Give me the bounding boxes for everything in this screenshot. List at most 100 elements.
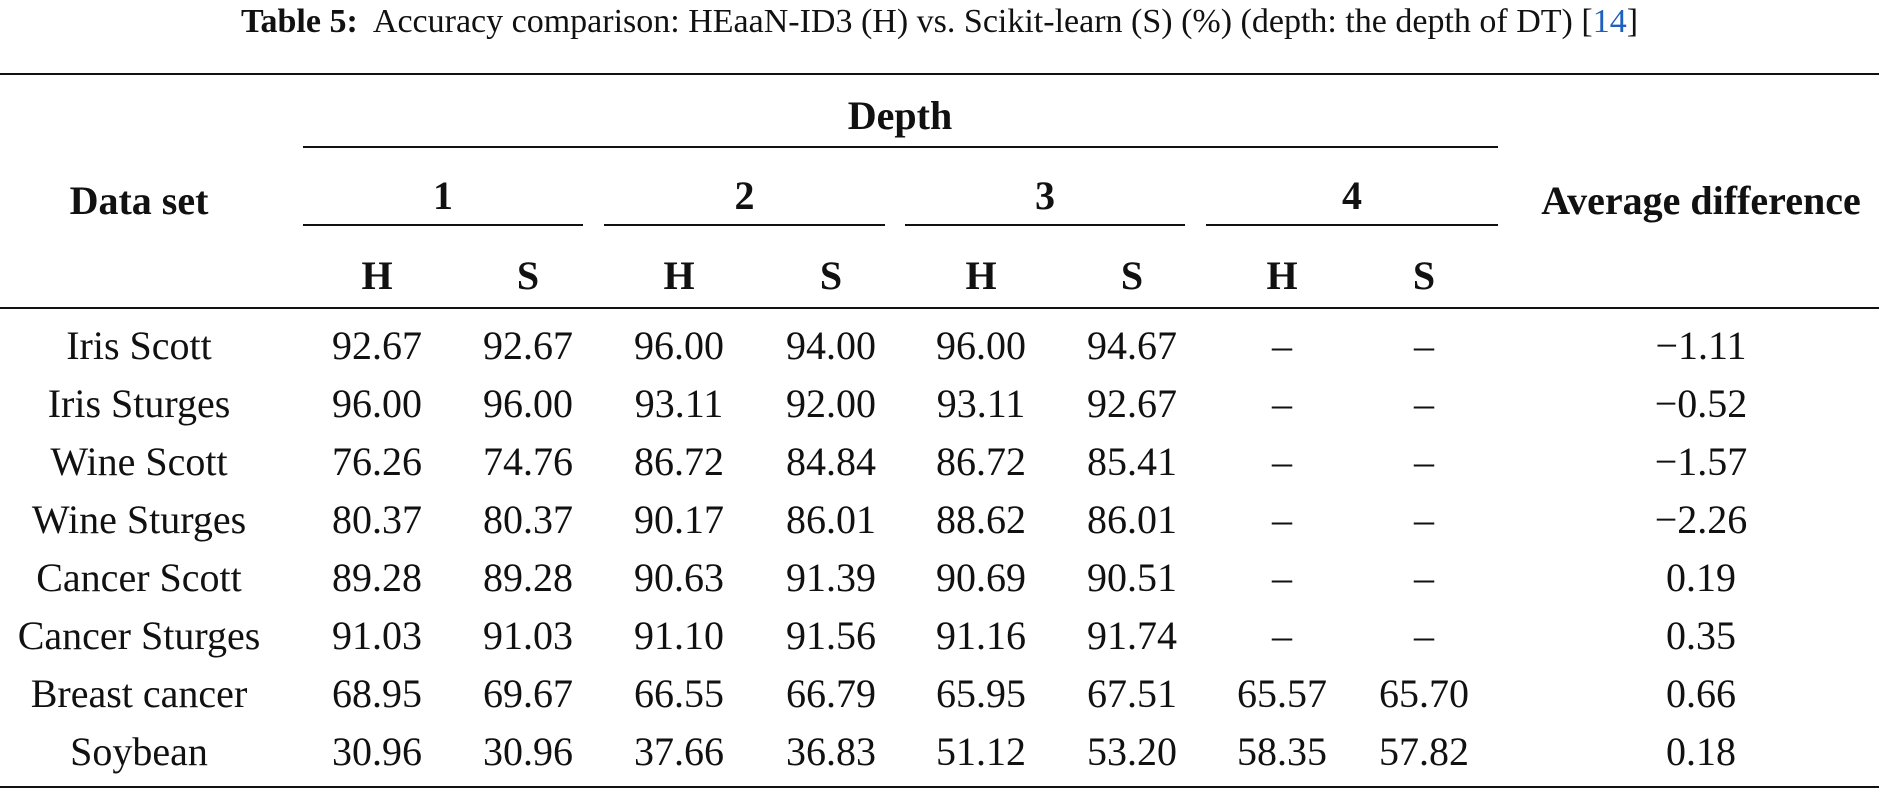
subheader-h: H — [361, 253, 393, 298]
depth-group-header: 1 — [433, 173, 453, 218]
table-cell: 66.79 — [786, 671, 876, 716]
table-cell: 65.70 — [1379, 671, 1469, 716]
depth-group-header: 2 — [734, 173, 755, 218]
average-difference-cell: 0.66 — [1666, 671, 1736, 716]
dataset-name: Breast cancer — [30, 671, 248, 716]
table-cell: – — [1414, 497, 1434, 542]
subheader-h: H — [663, 253, 695, 298]
table-cell: 58.35 — [1237, 729, 1327, 774]
table-cell: 92.67 — [483, 323, 573, 368]
subheader-s: S — [516, 253, 540, 298]
caption-text: Accuracy comparison: HEaaN-ID3 (H) vs. S… — [372, 3, 1593, 40]
table-cell: 92.67 — [332, 323, 422, 368]
table-cell: 91.03 — [332, 613, 422, 658]
subheader-h: H — [965, 253, 997, 298]
column-header-dataset: Data set — [69, 178, 209, 223]
table-cell: 80.37 — [483, 497, 573, 542]
table-cell: 76.26 — [332, 439, 422, 484]
table-cell: 65.95 — [936, 671, 1026, 716]
table-cell: 86.72 — [936, 439, 1026, 484]
table-cell: 90.17 — [634, 497, 724, 542]
table-cell: 53.20 — [1087, 729, 1177, 774]
top-rule — [0, 73, 1879, 75]
average-difference-cell: −0.52 — [1654, 381, 1748, 426]
table-cell: 30.96 — [332, 729, 422, 774]
table-cell: 86.01 — [786, 497, 876, 542]
table-cell: 67.51 — [1087, 671, 1177, 716]
table-cell: – — [1272, 439, 1292, 484]
table-cell: 91.03 — [483, 613, 573, 658]
table-cell: 51.12 — [936, 729, 1026, 774]
dataset-name: Soybean — [70, 729, 208, 774]
table-cell: – — [1272, 323, 1292, 368]
column-header-average-difference: Average difference — [1541, 178, 1861, 223]
caption-close: ] — [1626, 3, 1639, 40]
table-cell: 94.00 — [786, 323, 876, 368]
table-cell: 96.00 — [634, 323, 724, 368]
table-cell: 91.74 — [1087, 613, 1177, 658]
table-cell: 93.11 — [634, 381, 724, 426]
table-cell: 84.84 — [786, 439, 876, 484]
caption-label: Table 5: — [240, 3, 358, 40]
table-cell: – — [1272, 555, 1292, 600]
dataset-name: Wine Sturges — [31, 497, 247, 542]
depth-group-2-rule — [604, 224, 885, 226]
subheader-s: S — [1412, 253, 1436, 298]
table-cell: 96.00 — [936, 323, 1026, 368]
table-cell: 91.10 — [634, 613, 724, 658]
subheader-h: H — [1266, 253, 1298, 298]
table-cell: 69.67 — [483, 671, 573, 716]
table-cell: 30.96 — [483, 729, 573, 774]
table-cell: 36.83 — [786, 729, 876, 774]
average-difference-cell: 0.19 — [1666, 555, 1736, 600]
table-cell: 91.39 — [786, 555, 876, 600]
table-cell: 80.37 — [332, 497, 422, 542]
table-cell: 66.55 — [634, 671, 724, 716]
average-difference-cell: −1.57 — [1654, 439, 1748, 484]
table-cell: 89.28 — [332, 555, 422, 600]
table-cell: – — [1414, 323, 1434, 368]
depth-rule — [303, 146, 1498, 148]
dataset-name: Cancer Scott — [36, 555, 242, 600]
table-cell: – — [1414, 439, 1434, 484]
average-difference-cell: 0.35 — [1666, 613, 1736, 658]
table-cell: 86.72 — [634, 439, 724, 484]
subheader-s: S — [1120, 253, 1144, 298]
average-difference-cell: −2.26 — [1654, 497, 1748, 542]
depth-group-header: 3 — [1035, 173, 1055, 218]
dataset-name: Cancer Sturges — [17, 613, 261, 658]
bottom-rule — [0, 786, 1879, 788]
table-cell: 74.76 — [483, 439, 573, 484]
table-cell: 88.62 — [936, 497, 1026, 542]
table-cell: 90.69 — [936, 555, 1026, 600]
average-difference-cell: 0.18 — [1666, 729, 1736, 774]
table-cell: 90.51 — [1087, 555, 1177, 600]
dataset-name: Wine Scott — [50, 439, 228, 484]
table-cell: – — [1272, 613, 1292, 658]
caption-reference-link[interactable]: 14 — [1592, 3, 1627, 40]
table-cell: 93.11 — [936, 381, 1026, 426]
table-cell: 92.00 — [786, 381, 876, 426]
table-cell: 68.95 — [332, 671, 422, 716]
depth-group-4-rule — [1206, 224, 1498, 226]
table-cell: 37.66 — [634, 729, 724, 774]
table-cell: – — [1414, 613, 1434, 658]
table-cell: 86.01 — [1087, 497, 1177, 542]
table-cell: 92.67 — [1087, 381, 1177, 426]
table-cell: 90.63 — [634, 555, 724, 600]
depth-group-header: 4 — [1342, 173, 1362, 218]
table-cell: 65.57 — [1237, 671, 1327, 716]
dataset-name: Iris Sturges — [47, 381, 231, 426]
table-caption: Table 5: Accuracy comparison: HEaaN-ID3 … — [0, 2, 1879, 42]
table-cell: 96.00 — [332, 381, 422, 426]
table-cell: – — [1414, 555, 1434, 600]
table-cell: 57.82 — [1379, 729, 1469, 774]
average-difference-cell: −1.11 — [1655, 323, 1747, 368]
table-cell: – — [1272, 381, 1292, 426]
subheader-s: S — [819, 253, 843, 298]
depth-group-1-rule — [303, 224, 583, 226]
table-cell: 91.16 — [936, 613, 1026, 658]
table-cell: 91.56 — [786, 613, 876, 658]
column-header-depth: Depth — [847, 93, 953, 138]
table-cell: 96.00 — [483, 381, 573, 426]
